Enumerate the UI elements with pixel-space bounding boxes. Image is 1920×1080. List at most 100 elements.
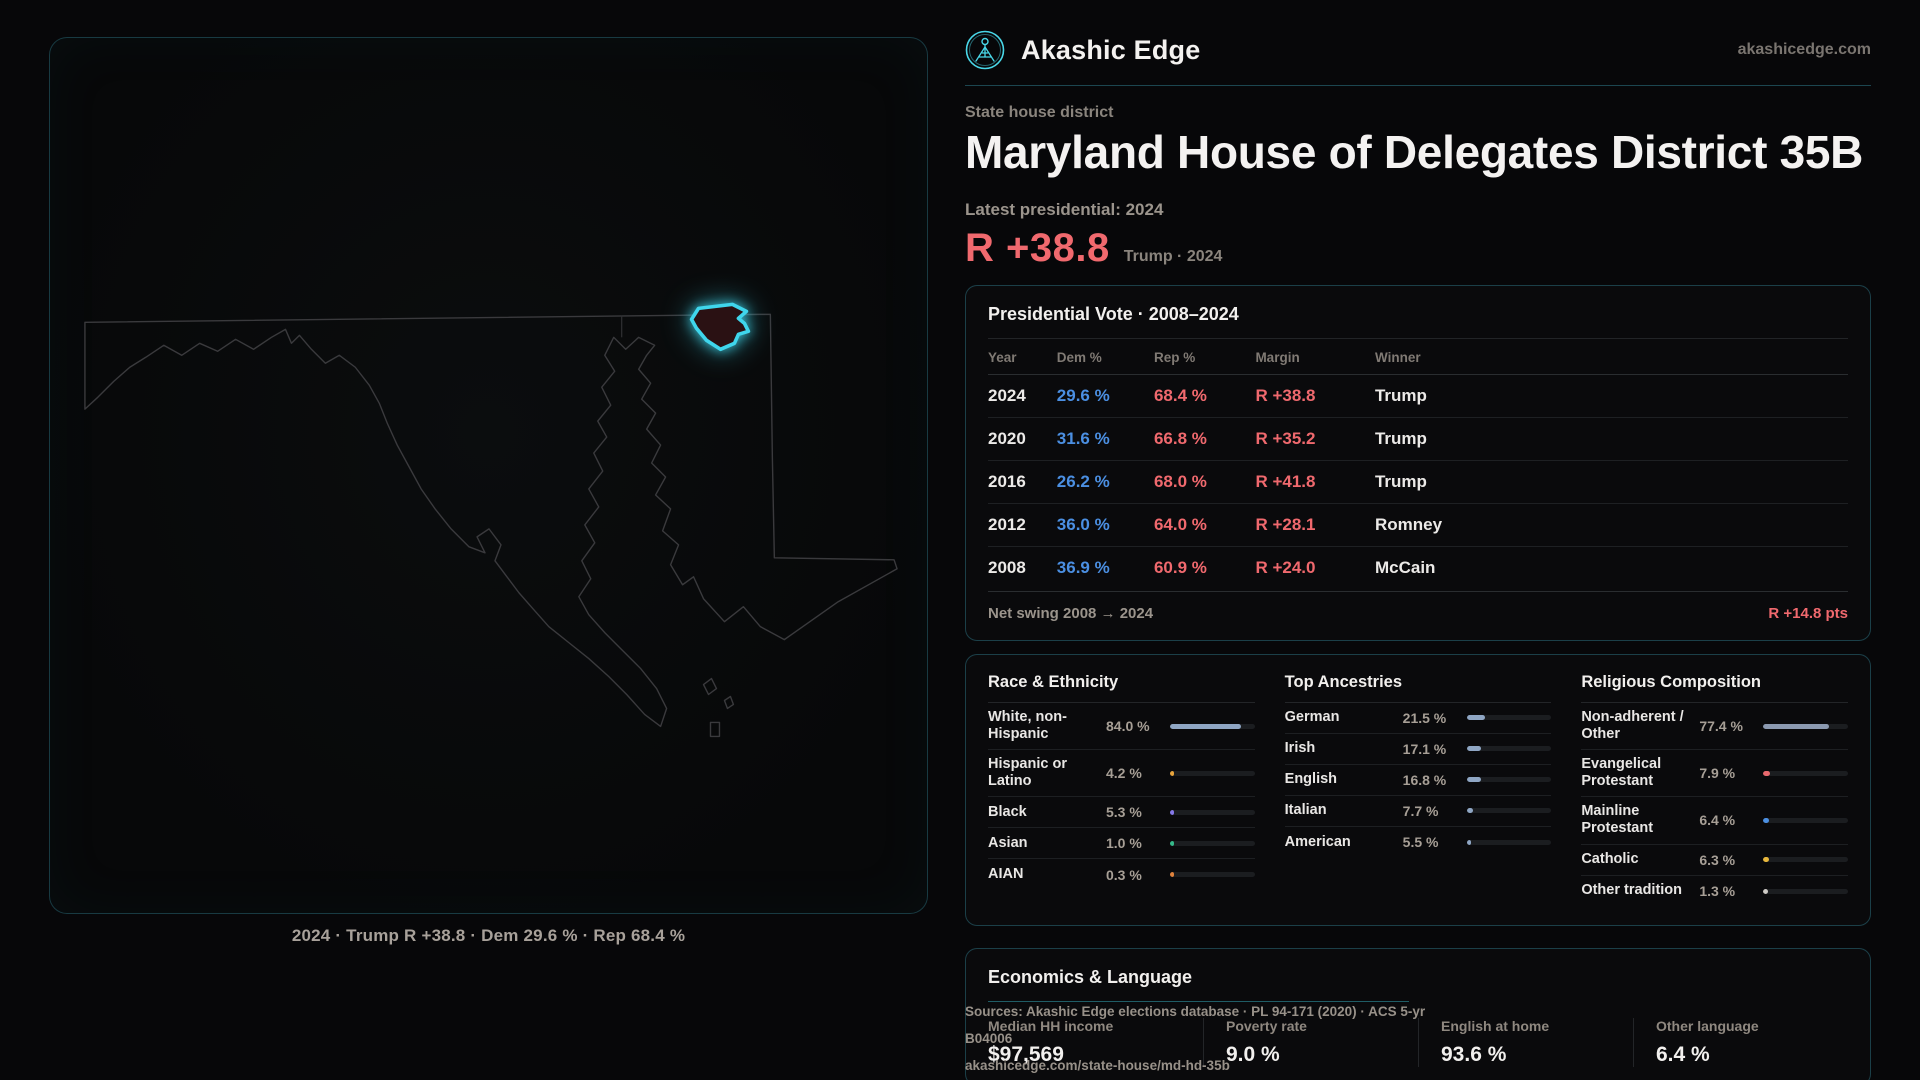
presidential-vote-card: Presidential Vote · 2008–2024 Year Dem %… bbox=[965, 284, 1871, 641]
hero-margin-value: R +38.8 bbox=[965, 225, 1110, 270]
col-rep: Rep % bbox=[1153, 338, 1256, 375]
highlighted-district-35b[interactable] bbox=[689, 302, 751, 352]
sources-url-link[interactable]: akashicedge.com/state-house/md-hd-35b bbox=[965, 1058, 1230, 1073]
cell-margin: R +28.1 bbox=[1255, 503, 1375, 547]
state-outline bbox=[84, 313, 898, 728]
demo-row-value: 4.2 % bbox=[1106, 765, 1142, 782]
cell-year: 2020 bbox=[988, 417, 1057, 461]
demo-row-value: 5.3 % bbox=[1106, 804, 1142, 821]
religion-section: Religious Composition Non-adherent / Oth… bbox=[1581, 673, 1848, 907]
demo-row-value: 6.3 % bbox=[1699, 851, 1736, 868]
ancestries-rows: German 21.5 % Irish 17.1 % English 16.8 % Ital… bbox=[1284, 703, 1552, 858]
demo-row-value: 7.7 % bbox=[1402, 802, 1439, 819]
econ-stats: Median HH income $97,569 Poverty rate 9.0 %… bbox=[988, 1017, 1848, 1067]
demo-row-label: English bbox=[1284, 771, 1338, 788]
econ-stat: Other language 6.4 % bbox=[1633, 1017, 1848, 1067]
detail-panel: Akashic Edge akashicedge.com State house… bbox=[965, 0, 1920, 1080]
demo-row-label: Mainline Protestant bbox=[1581, 803, 1654, 837]
demo-row: Black 5.3 % bbox=[988, 797, 1255, 829]
ancestries-section: Top Ancestries German 21.5 % Irish 17.1 % En… bbox=[1284, 673, 1552, 907]
demo-row: Mainline Protestant 6.4 % bbox=[1581, 797, 1848, 845]
sources-note: Sources: Akashic Edge elections database… bbox=[965, 998, 1465, 1079]
demo-row-bar bbox=[1466, 808, 1552, 814]
demo-row: Asian 1.0 % bbox=[988, 828, 1255, 860]
col-margin: Margin bbox=[1255, 338, 1375, 375]
econ-stat-value: 6.4 % bbox=[1656, 1042, 1710, 1066]
brand-domain-link[interactable]: akashicedge.com bbox=[1737, 41, 1871, 58]
cell-winner: Trump bbox=[1374, 460, 1848, 504]
ancestries-section-title: Top Ancestries bbox=[1284, 673, 1552, 703]
race-ethnicity-section: Race & Ethnicity White, non-Hispanic 84.0… bbox=[988, 673, 1255, 907]
col-winner: Winner bbox=[1374, 338, 1848, 375]
economics-card-title: Economics & Language bbox=[988, 966, 1193, 987]
demo-row-label: Evangelical Protestant bbox=[1581, 756, 1662, 790]
sources-line: Sources: Akashic Edge elections database… bbox=[965, 1004, 1426, 1046]
econ-stat: English at home 93.6 % bbox=[1418, 1017, 1633, 1067]
demo-row-bar bbox=[1466, 839, 1552, 845]
presidential-table-header: Year Dem % Rep % Margin Winner bbox=[988, 338, 1848, 375]
demo-row-value: 84.0 % bbox=[1106, 718, 1150, 734]
demo-row-bar bbox=[1170, 770, 1255, 776]
demo-row: English 16.8 % bbox=[1284, 765, 1552, 796]
cell-winner: Romney bbox=[1374, 503, 1848, 547]
presidential-row: 2016 26.2 % 68.0 % R +41.8 Trump bbox=[988, 460, 1848, 504]
net-swing-value: R +14.8 pts bbox=[1768, 604, 1848, 622]
demo-row-bar bbox=[1763, 857, 1848, 863]
religion-rows: Non-adherent / Other 77.4 % Evangelical Pr… bbox=[1581, 703, 1848, 907]
col-dem: Dem % bbox=[1056, 338, 1154, 375]
religion-section-title: Religious Composition bbox=[1581, 673, 1848, 703]
demo-row-value: 6.4 % bbox=[1699, 812, 1736, 829]
cell-year: 2024 bbox=[988, 374, 1057, 418]
district-map-card bbox=[49, 37, 928, 914]
demo-row: Non-adherent / Other 77.4 % bbox=[1581, 703, 1848, 751]
econ-stat-label: Other language bbox=[1656, 1017, 1759, 1034]
demo-row-bar bbox=[1763, 723, 1848, 729]
demo-row: Hispanic or Latino 4.2 % bbox=[988, 750, 1255, 798]
demo-row-value: 1.3 % bbox=[1699, 883, 1736, 900]
cell-year: 2016 bbox=[988, 460, 1057, 504]
presidential-row: 2024 29.6 % 68.4 % R +38.8 Trump bbox=[988, 374, 1848, 418]
cell-rep-pct: 68.4 % bbox=[1153, 374, 1256, 418]
maryland-map-canvas bbox=[84, 302, 898, 738]
demo-row-bar bbox=[1466, 777, 1552, 783]
demo-row-label: American bbox=[1284, 833, 1351, 850]
presidential-row: 2008 36.9 % 60.9 % R +24.0 McCain bbox=[988, 546, 1848, 589]
demo-row: Evangelical Protestant 7.9 % bbox=[1581, 750, 1848, 798]
demo-row: Other tradition 1.3 % bbox=[1581, 876, 1848, 907]
demo-row-label: German bbox=[1284, 709, 1340, 726]
demo-row-bar bbox=[1170, 809, 1255, 815]
cell-dem-pct: 29.6 % bbox=[1056, 374, 1154, 418]
cell-year: 2008 bbox=[988, 557, 1026, 577]
demo-row-value: 5.5 % bbox=[1402, 834, 1439, 851]
demo-row-label: Black bbox=[988, 803, 1027, 820]
economics-divider bbox=[988, 1000, 1410, 1002]
hero-margin-context: Trump · 2024 bbox=[1123, 247, 1223, 265]
presidential-card-title: Presidential Vote · 2008–2024 bbox=[988, 304, 1848, 339]
econ-stat-value: $97,569 bbox=[988, 1042, 1064, 1066]
demo-row-label: Catholic bbox=[1581, 850, 1639, 867]
demo-row-bar bbox=[1170, 723, 1255, 729]
latest-presidential-label: Latest presidential: 2024 bbox=[965, 199, 1164, 219]
econ-stat-value: 9.0 % bbox=[1226, 1042, 1280, 1066]
cell-dem-pct: 26.2 % bbox=[1056, 460, 1154, 504]
demo-row-value: 7.9 % bbox=[1699, 765, 1736, 782]
demo-row-bar bbox=[1763, 888, 1848, 894]
cell-margin: R +38.8 bbox=[1255, 374, 1375, 418]
cell-margin: R +35.2 bbox=[1255, 417, 1375, 461]
demo-row-value: 21.5 % bbox=[1402, 709, 1447, 726]
cell-rep-pct: 66.8 % bbox=[1153, 417, 1256, 461]
demo-row-value: 17.1 % bbox=[1402, 740, 1447, 757]
presidential-table: Year Dem % Rep % Margin Winner 2024 29.6 … bbox=[988, 338, 1848, 589]
site-header: Akashic Edge akashicedge.com bbox=[965, 30, 1871, 70]
cell-dem-pct: 36.9 % bbox=[1056, 557, 1110, 577]
demographics-card: Race & Ethnicity White, non-Hispanic 84.0… bbox=[965, 653, 1871, 926]
race-section-title: Race & Ethnicity bbox=[988, 673, 1255, 703]
demo-row: Irish 17.1 % bbox=[1284, 734, 1552, 765]
demo-row-label: White, non-Hispanic bbox=[988, 708, 1067, 742]
cell-margin: R +24.0 bbox=[1255, 557, 1316, 577]
demo-row-bar bbox=[1466, 715, 1552, 721]
brand-name: Akashic Edge bbox=[1021, 34, 1201, 65]
econ-stat-label: Poverty rate bbox=[1226, 1017, 1307, 1034]
demo-row-label: Other tradition bbox=[1581, 882, 1683, 899]
cell-margin: R +41.8 bbox=[1255, 460, 1375, 504]
